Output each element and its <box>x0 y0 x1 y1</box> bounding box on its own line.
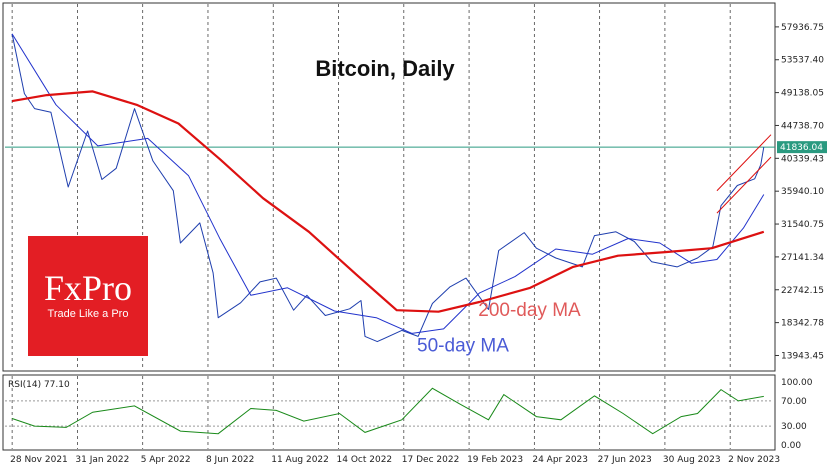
y-tick-label: 53537.40 <box>781 56 824 66</box>
x-tick-label: 24 Apr 2023 <box>532 455 588 465</box>
series-line-bitcoin <box>11 33 765 343</box>
y-tick-label: 40339.43 <box>781 154 824 164</box>
rsi-title: RSI(14) 77.10 <box>8 380 70 390</box>
y-tick-label: 13943.45 <box>781 351 824 361</box>
y-tick-label: 27141.34 <box>781 253 824 263</box>
annotation-200-day-ma: 200-day MA <box>478 300 581 321</box>
series-line-50-day-ma <box>11 33 765 334</box>
y-tick-label: 44738.70 <box>781 121 824 131</box>
y-tick-label: 35940.10 <box>781 187 824 197</box>
rsi-levels <box>5 400 773 427</box>
grid <box>11 4 731 449</box>
y-tick-label: 49138.05 <box>781 89 824 99</box>
logo-tagline: Trade Like a Pro <box>47 308 129 320</box>
series-line-200-day-ma <box>11 90 765 313</box>
logo-name: FxPro <box>43 268 133 308</box>
x-tick-label: 27 Jun 2023 <box>598 455 652 465</box>
y-tick-label: 22742.15 <box>781 286 824 296</box>
annotation-50-day-ma: 50-day MA <box>417 335 509 356</box>
axis-ticks: 28 Nov 2021 31 Jan 2022 5 Apr 2022 8 Jun 20… <box>10 23 824 465</box>
x-tick-label: 11 Aug 2022 <box>271 455 329 465</box>
x-tick-label: 19 Feb 2023 <box>467 455 523 465</box>
x-tick-label: 5 Apr 2022 <box>141 455 191 465</box>
rsi-tick-label: 0.00 <box>781 441 801 451</box>
channel-lower-line <box>716 156 772 214</box>
current-price-label: 41836.04 <box>780 143 823 153</box>
x-tick-label: 28 Nov 2021 <box>10 455 68 465</box>
rsi-tick-label: 70.00 <box>781 397 807 407</box>
x-tick-label: 2 Nov 2023 <box>728 455 780 465</box>
rsi-panel <box>2 374 776 451</box>
x-tick-label: 17 Dec 2022 <box>402 455 460 465</box>
rsi-line <box>11 387 764 435</box>
y-tick-label: 31540.75 <box>781 220 824 230</box>
current-price-marker: 41836.04 <box>777 141 827 154</box>
x-tick-label: 31 Jan 2022 <box>75 455 129 465</box>
current-price-box <box>777 141 827 154</box>
rsi-tick-label: 100.00 <box>781 378 813 388</box>
series: 200-day MA 50-day MA <box>5 33 775 435</box>
channel-upper-line <box>716 134 772 192</box>
rsi-tick-label: 30.00 <box>781 422 807 432</box>
x-tick-label: 14 Oct 2022 <box>337 455 393 465</box>
y-tick-label: 18342.78 <box>781 319 824 329</box>
y-tick-label: 57936.75 <box>781 23 824 33</box>
x-tick-label: 8 Jun 2022 <box>206 455 254 465</box>
chart-title: Bitcoin, Daily <box>315 56 455 81</box>
fxpro-logo: FxPro Trade Like a Pro <box>28 236 148 356</box>
x-tick-label: 30 Aug 2023 <box>663 455 721 465</box>
